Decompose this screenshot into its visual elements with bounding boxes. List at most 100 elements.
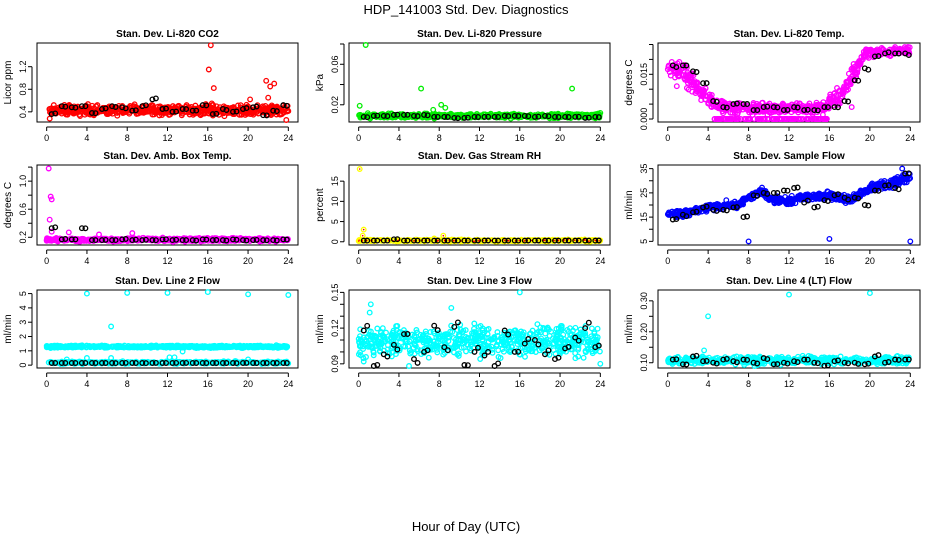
x-tick-label: 20	[865, 256, 875, 266]
colored-point	[841, 83, 848, 90]
black-point	[562, 113, 569, 120]
colored-point	[699, 88, 706, 95]
black-point	[531, 113, 538, 120]
black-point	[535, 113, 542, 120]
x-tick-label: 16	[515, 256, 525, 266]
panel-title: Stan. Dev. Li-820 Temp.	[734, 29, 845, 40]
outlier-point	[442, 104, 449, 111]
colored-point	[702, 96, 709, 103]
outlier-point	[129, 230, 136, 237]
x-axis-label: Hour of Day (UTC)	[412, 519, 520, 534]
x-tick-label: 4	[706, 133, 711, 143]
black-point	[572, 113, 579, 120]
black-point	[233, 108, 240, 115]
black-point	[394, 111, 401, 118]
colored-point	[100, 104, 107, 111]
plot-frame	[36, 42, 299, 123]
colored-point	[856, 61, 863, 68]
x-tick-label: 4	[84, 379, 89, 389]
y-tick-label: 1.2	[18, 60, 28, 73]
black-point	[223, 107, 230, 113]
black-point	[193, 107, 200, 114]
black-point	[260, 112, 267, 119]
x-tick-label: 24	[283, 379, 293, 389]
black-point	[525, 113, 532, 120]
colored-point	[760, 107, 766, 114]
colored-point	[178, 112, 185, 119]
black-point	[109, 103, 116, 110]
colored-point	[840, 86, 847, 93]
data-points	[664, 165, 914, 245]
x-tick-label: 12	[474, 256, 484, 266]
x-tick-label: 8	[437, 133, 442, 143]
colored-point	[905, 46, 912, 53]
black-point	[169, 108, 176, 115]
black-point	[545, 113, 552, 120]
black-point	[411, 112, 417, 119]
x-tick-label: 24	[283, 256, 293, 266]
black-point	[364, 114, 371, 121]
black-point	[501, 112, 508, 119]
y-tick-label: 0.000	[639, 108, 649, 131]
x-tick-label: 0	[665, 133, 670, 143]
black-point	[173, 108, 180, 115]
panel-title: Stan. Dev. Amb. Box Temp.	[103, 151, 231, 162]
y-axis-label: percent	[315, 188, 326, 222]
black-point	[219, 106, 226, 112]
outlier-point	[356, 102, 363, 109]
black-point	[585, 114, 592, 121]
colored-point	[206, 105, 213, 112]
colored-point	[49, 105, 56, 112]
outlier-point	[438, 101, 445, 108]
black-point	[240, 106, 246, 112]
y-tick-label: 2	[18, 334, 28, 339]
colored-point	[840, 90, 847, 97]
colored-point	[93, 103, 100, 110]
outlier-point	[673, 83, 680, 90]
colored-point	[851, 70, 858, 77]
colored-point	[588, 113, 595, 120]
colored-point-center	[413, 240, 415, 242]
outlier-point-center	[442, 234, 445, 237]
outlier-point	[899, 165, 906, 172]
colored-point	[854, 65, 861, 72]
black-point	[213, 110, 220, 117]
outlier-point	[569, 85, 576, 92]
panel-title: Stan. Dev. Li-820 Pressure	[417, 29, 542, 40]
y-tick-label: 0.6	[18, 203, 28, 216]
x-tick-label: 12	[162, 256, 172, 266]
x-tick-label: 0	[44, 133, 49, 143]
black-point	[431, 113, 438, 120]
black-point	[454, 115, 461, 122]
outlier-point	[210, 85, 217, 92]
black-point	[89, 110, 95, 116]
colored-point-center	[573, 239, 576, 241]
black-point	[273, 108, 280, 115]
black-point	[471, 113, 478, 120]
y-tick-label: 15	[639, 212, 649, 222]
x-tick-label: 12	[162, 379, 172, 389]
black-point	[444, 114, 451, 120]
black-point	[575, 113, 582, 120]
black-point	[521, 112, 528, 119]
x-tick-label: 20	[243, 379, 253, 389]
colored-point	[133, 110, 140, 117]
y-tick-label: 1	[18, 348, 28, 353]
y-tick-label: 25	[639, 188, 649, 198]
colored-point	[694, 79, 701, 86]
y-axis-label: degrees C	[624, 59, 635, 105]
outlier-point	[263, 77, 270, 84]
black-point	[360, 113, 367, 120]
data-points	[43, 165, 291, 245]
y-tick-label: 5	[639, 239, 649, 244]
colored-point	[692, 90, 699, 96]
colored-point	[684, 79, 691, 86]
black-point	[481, 113, 488, 120]
x-tick-label: 16	[515, 133, 525, 143]
black-point	[475, 114, 481, 120]
outlier-point	[418, 85, 425, 92]
